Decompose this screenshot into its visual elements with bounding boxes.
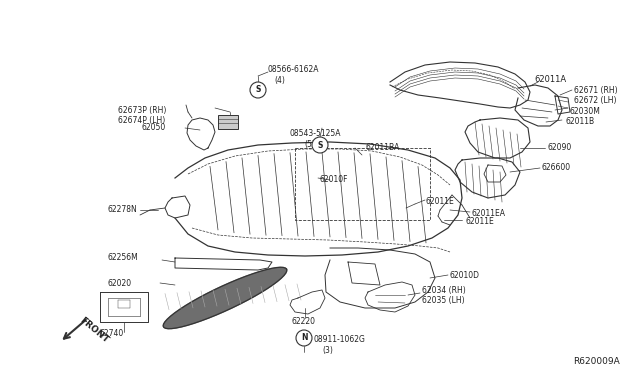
Text: 08566-6162A: 08566-6162A [268, 65, 319, 74]
Text: FRONT: FRONT [78, 315, 110, 344]
Text: 08543-5125A: 08543-5125A [290, 129, 342, 138]
Text: 62011EA: 62011EA [472, 209, 506, 218]
Circle shape [250, 82, 266, 98]
Text: N: N [301, 334, 307, 343]
Bar [218, 115, 238, 129]
Text: 62090: 62090 [547, 144, 572, 153]
Text: 62256M: 62256M [108, 253, 139, 263]
Text: 62220: 62220 [292, 317, 316, 327]
Text: (4): (4) [274, 76, 285, 84]
Text: 62050: 62050 [142, 124, 166, 132]
Text: 62011B: 62011B [565, 118, 594, 126]
Polygon shape [163, 267, 287, 329]
Text: 62673P (RH): 62673P (RH) [118, 106, 166, 115]
Text: 62034 (RH): 62034 (RH) [422, 285, 466, 295]
Text: 62740: 62740 [100, 330, 124, 339]
Text: 62674P (LH): 62674P (LH) [118, 115, 165, 125]
Text: 62011E: 62011E [465, 218, 493, 227]
Text: (3): (3) [322, 346, 333, 355]
Text: 62020: 62020 [108, 279, 132, 288]
Text: 62672 (LH): 62672 (LH) [574, 96, 616, 105]
Text: 62278N: 62278N [108, 205, 138, 215]
Text: 62011A: 62011A [534, 76, 566, 84]
Text: S: S [317, 141, 323, 150]
Text: 62011E: 62011E [425, 198, 454, 206]
Text: 62671 (RH): 62671 (RH) [574, 86, 618, 94]
Text: (5): (5) [304, 140, 315, 148]
Text: 08911-1062G: 08911-1062G [314, 336, 366, 344]
Text: 62035 (LH): 62035 (LH) [422, 295, 465, 305]
Text: 62030M: 62030M [570, 108, 601, 116]
Text: 62011BA: 62011BA [365, 144, 399, 153]
Text: 626600: 626600 [542, 164, 571, 173]
Text: 62010D: 62010D [450, 270, 480, 279]
Text: S: S [255, 86, 260, 94]
Text: 62010F: 62010F [320, 176, 349, 185]
Circle shape [296, 330, 312, 346]
Text: R620009A: R620009A [573, 357, 620, 366]
Circle shape [312, 137, 328, 153]
